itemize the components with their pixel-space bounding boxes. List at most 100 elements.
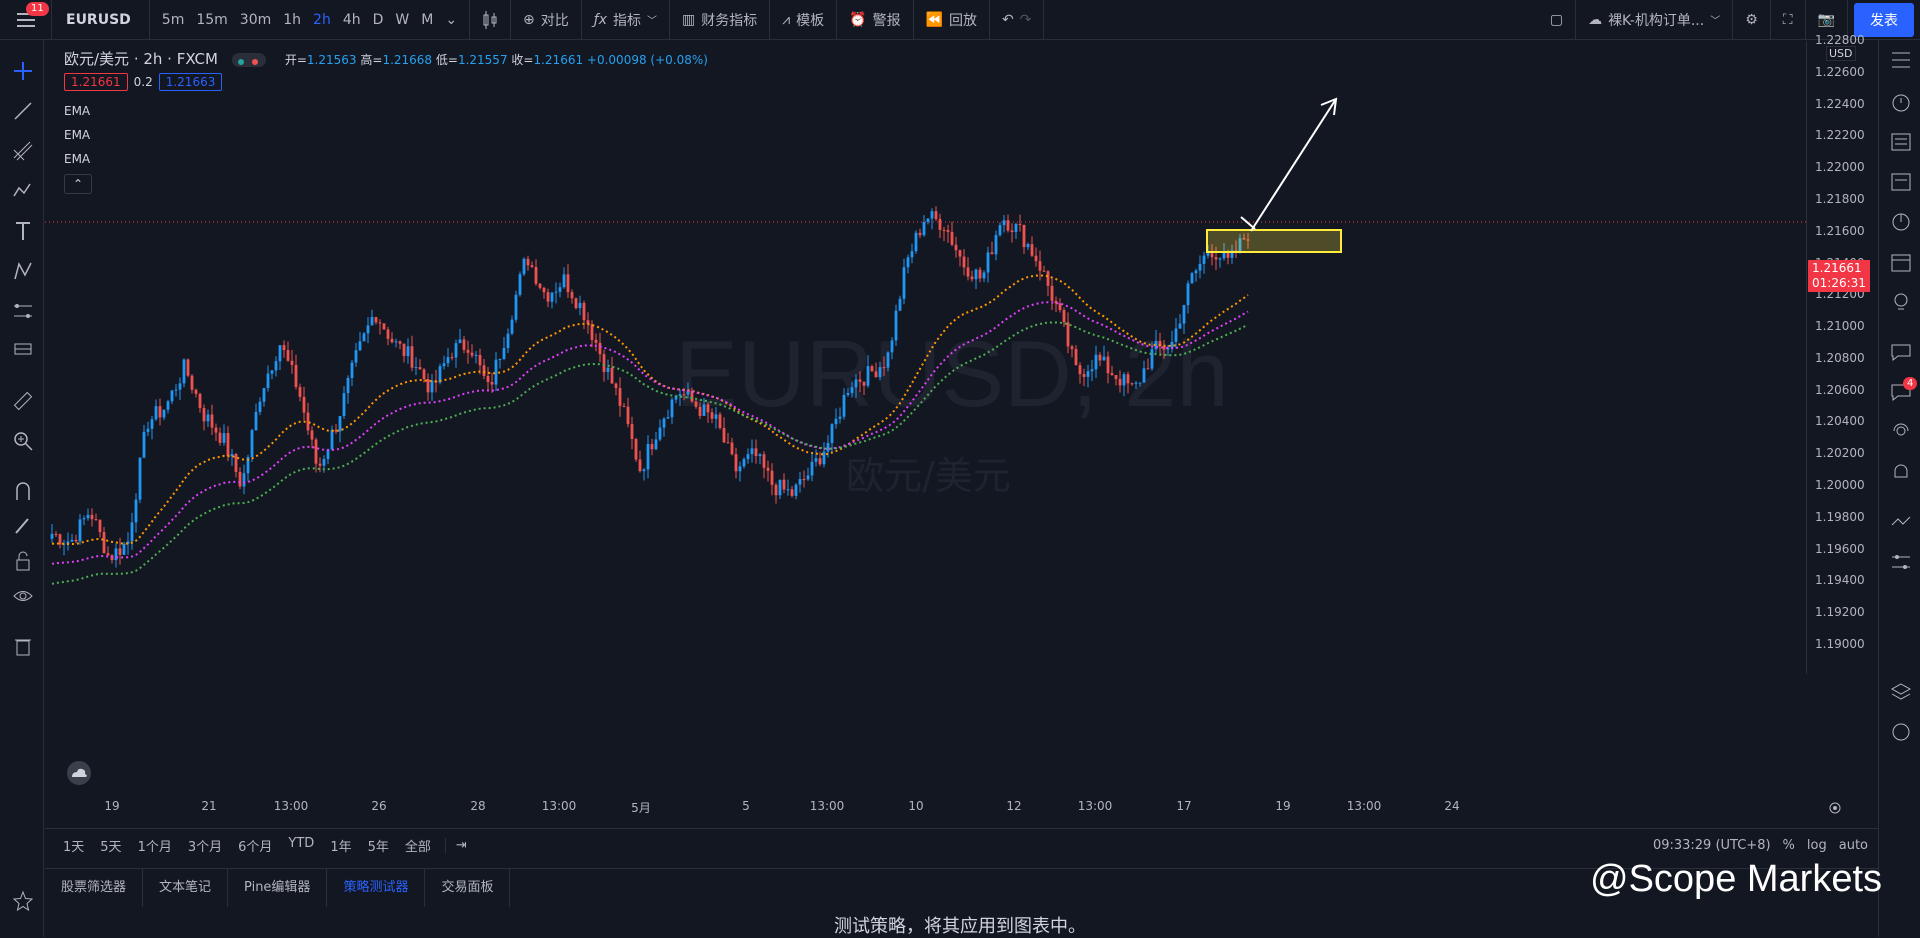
goto-date-icon[interactable]: ⇥: [444, 838, 477, 853]
interval-15m[interactable]: 15m: [196, 11, 228, 28]
ideas-icon[interactable]: [1889, 290, 1913, 314]
interval-chevron-icon[interactable]: ⌄: [445, 11, 458, 28]
text-icon[interactable]: [12, 220, 34, 242]
interval-5m[interactable]: 5m: [161, 11, 185, 28]
eye-icon[interactable]: [12, 585, 34, 607]
candle-body: [270, 370, 274, 374]
object-tree-icon[interactable]: [1889, 510, 1913, 534]
candle-body: [830, 424, 834, 443]
collapse-legend-button[interactable]: ⌃: [64, 174, 92, 194]
candle-body: [738, 466, 742, 472]
financials-button[interactable]: ▥ 财务指标: [670, 0, 771, 40]
candle-body: [1014, 223, 1018, 232]
tab-1[interactable]: 文本笔记: [143, 868, 229, 907]
clock[interactable]: 09:33:29 (UTC+8): [1652, 838, 1771, 853]
pencil-lock-icon[interactable]: [12, 515, 34, 537]
fullscreen-button[interactable]: ⛶: [1771, 0, 1806, 40]
layout-toggle[interactable]: ▢: [1538, 0, 1577, 40]
ema-legend-2[interactable]: EMA: [64, 128, 91, 142]
interval-D[interactable]: D: [372, 11, 384, 28]
price-tick: 1.20400: [1815, 414, 1865, 429]
alarm-clock-icon[interactable]: [1889, 90, 1913, 114]
auto-toggle[interactable]: auto: [1838, 838, 1868, 853]
candle-body: [206, 414, 210, 422]
trash-icon[interactable]: [12, 635, 34, 657]
open-label: 开=: [284, 53, 307, 67]
indicators-button[interactable]: ƒx 指标 ﹀: [582, 0, 670, 40]
ema-legend-1[interactable]: EMA: [64, 104, 91, 118]
interval-4h[interactable]: 4h: [342, 11, 361, 28]
zoom-icon[interactable]: [12, 430, 34, 452]
range-2[interactable]: 1个月: [137, 840, 172, 855]
range-0[interactable]: 1天: [63, 840, 85, 855]
layers-icon[interactable]: [1889, 680, 1913, 704]
range-1[interactable]: 5天: [100, 840, 122, 855]
notifications-icon[interactable]: [1889, 460, 1913, 484]
range-5[interactable]: YTD: [288, 836, 315, 851]
price-scale[interactable]: 1.22800 1.22600 1.22400 1.22200 1.22000 1.218…: [1806, 33, 1878, 674]
snapshot-button[interactable]: 📷: [1806, 0, 1848, 40]
range-6[interactable]: 1年: [330, 840, 352, 855]
streams-icon[interactable]: [1889, 420, 1913, 444]
data-window-icon[interactable]: [1889, 130, 1913, 154]
interval-W[interactable]: W: [395, 11, 410, 28]
templates-button[interactable]: ⩘ 模板: [770, 0, 838, 40]
tab-4[interactable]: 交易面板: [425, 868, 511, 907]
percent-toggle[interactable]: %: [1782, 838, 1795, 853]
range-7[interactable]: 5年: [367, 840, 389, 855]
legend-toggle[interactable]: [232, 53, 267, 67]
pattern-xabcd-icon[interactable]: [12, 260, 34, 282]
news-icon[interactable]: [1889, 170, 1913, 194]
prediction-icon[interactable]: [12, 300, 34, 322]
interval-2h[interactable]: 2h: [313, 11, 331, 28]
star-icon[interactable]: [12, 890, 34, 912]
settings-button[interactable]: ⚙: [1733, 0, 1771, 40]
replay-button[interactable]: ⏪ 回放: [914, 0, 991, 40]
tab-0[interactable]: 股票筛选器: [45, 868, 144, 907]
alerts-button[interactable]: ⏰ 警报: [837, 0, 914, 40]
candle-body: [1186, 283, 1190, 306]
chart-type-button[interactable]: [470, 0, 512, 40]
interval-M[interactable]: M: [421, 11, 434, 28]
publish-button[interactable]: 发表: [1854, 2, 1914, 37]
pattern-icon[interactable]: [12, 180, 34, 202]
magnet-icon[interactable]: [12, 480, 34, 502]
symbol-search[interactable]: EURUSD: [52, 0, 150, 40]
help-icon[interactable]: [1889, 720, 1913, 744]
crosshair-icon[interactable]: [12, 60, 34, 82]
time-scale[interactable]: 19 21 13:00 26 28 13:00 5月 5 13:00 10 12 13:00 17 19 1…: [45, 795, 1806, 823]
trendline-icon[interactable]: [12, 100, 34, 122]
flag-icon[interactable]: [12, 340, 34, 362]
current-price-label: 1.21661 01:26:31: [1808, 260, 1870, 292]
candle-body: [570, 292, 574, 299]
log-toggle[interactable]: log: [1806, 838, 1827, 853]
tab-2[interactable]: Pine编辑器: [228, 868, 328, 907]
watchlist-icon[interactable]: [1889, 48, 1913, 72]
lock-icon[interactable]: [12, 550, 34, 572]
redo-icon[interactable]: ↷: [1019, 11, 1032, 28]
candle-body: [834, 418, 838, 425]
range-3[interactable]: 3个月: [187, 840, 223, 855]
buy-price[interactable]: 1.21663: [158, 73, 223, 91]
order-panel-icon[interactable]: [1889, 550, 1913, 574]
ruler-icon[interactable]: [12, 390, 34, 412]
candle-body: [358, 341, 362, 351]
range-8[interactable]: 全部: [404, 840, 431, 855]
sell-price[interactable]: 1.21661: [64, 73, 128, 91]
interval-1h[interactable]: 1h: [283, 11, 302, 28]
price-chart[interactable]: [45, 41, 1851, 674]
fib-icon[interactable]: [12, 140, 34, 162]
tab-3[interactable]: 策略测试器: [327, 868, 426, 907]
chat-icon[interactable]: [1889, 340, 1913, 364]
compare-button[interactable]: ⊕ 对比: [511, 0, 582, 40]
range-4[interactable]: 6个月: [238, 840, 273, 855]
interval-30m[interactable]: 30m: [239, 11, 272, 28]
hotlist-icon[interactable]: [1889, 210, 1913, 234]
layout-name-button[interactable]: ☁ 裸K-机构订单... ﹀: [1576, 0, 1734, 40]
scale-settings-icon[interactable]: [1826, 799, 1844, 817]
undo-icon[interactable]: ↶: [1002, 11, 1014, 28]
menu-button[interactable]: 11: [0, 0, 52, 40]
calendar-icon[interactable]: [1889, 250, 1913, 274]
ema-legend-3[interactable]: EMA: [64, 152, 91, 166]
symbol-title[interactable]: 欧元/美元 · 2h · FXCM: [64, 50, 218, 68]
